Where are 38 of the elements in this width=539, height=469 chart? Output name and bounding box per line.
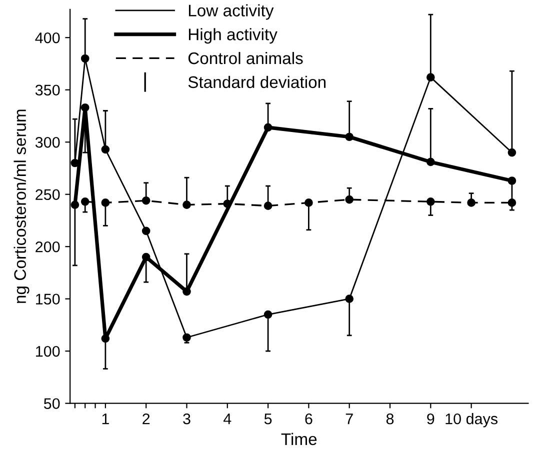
legend-label: Low activity (188, 4, 274, 20)
point (182, 333, 191, 342)
x-tick-label: 5 (264, 414, 272, 424)
x-tick-label: 3 (183, 413, 190, 424)
y-tick-label: 400 (35, 32, 60, 44)
point (508, 148, 516, 157)
annotation: Standard deviation (188, 76, 326, 88)
y-axis-title: ng Corticosteron/ml serum (14, 110, 30, 303)
point (467, 198, 476, 207)
point (264, 310, 272, 319)
y-tick-label: 150 (36, 294, 60, 305)
legend-label: Control animals (188, 52, 303, 64)
y-tick-label: 50 (44, 398, 60, 410)
point (70, 200, 80, 209)
y-tick-label: 300 (35, 136, 60, 148)
point (426, 158, 435, 166)
y-tick-label: 200 (36, 241, 60, 252)
x-tick-label: 2 (142, 413, 150, 424)
x-tick-label: 1 (102, 414, 109, 424)
point (508, 198, 516, 207)
point (182, 287, 191, 296)
x-tick-label: 9 (427, 413, 434, 424)
x-tick-label: 10 days (446, 413, 498, 428)
x-tick-label: 4 (223, 414, 232, 424)
point (223, 200, 232, 208)
y-tick-label: 100 (36, 346, 60, 357)
legend-label: High activity (188, 28, 278, 44)
x-tick-label: 7 (346, 414, 353, 424)
y-tick-label: 250 (36, 189, 60, 200)
point (508, 176, 516, 185)
point (264, 123, 272, 132)
point (264, 202, 272, 210)
x-tick-label: 6 (305, 413, 312, 424)
point (80, 197, 90, 206)
x-axis-title: Time (281, 432, 317, 446)
x-tick-label: 8 (386, 413, 394, 424)
point (142, 226, 150, 236)
y-tick-label: 350 (35, 84, 60, 96)
